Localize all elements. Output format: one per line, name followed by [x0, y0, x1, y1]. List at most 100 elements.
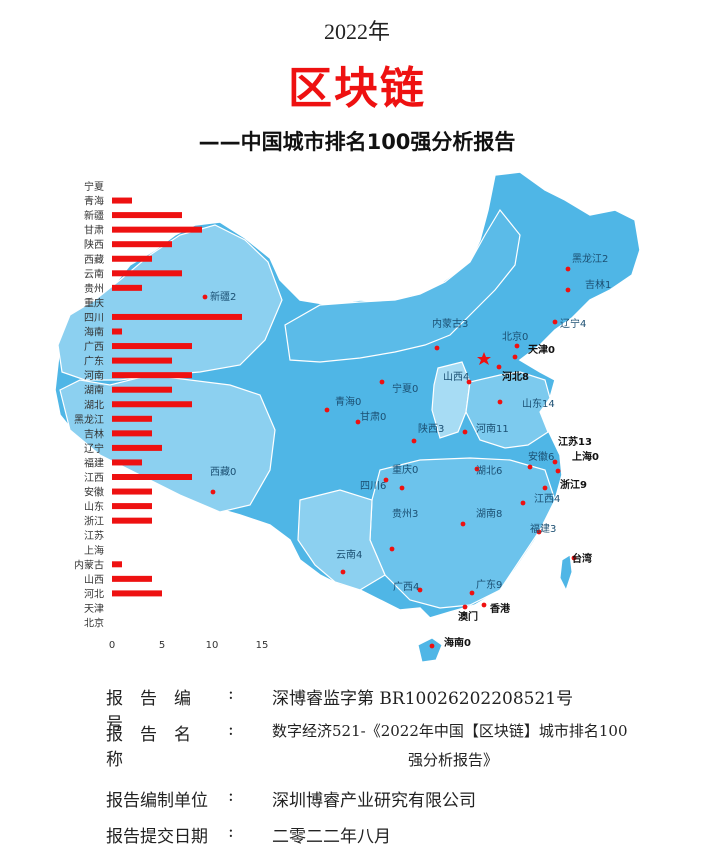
report-subtitle: ——中国城市排名100强分析报告	[198, 130, 516, 154]
chart-category-label: 江苏	[84, 529, 104, 542]
map-city-dot	[462, 604, 468, 610]
map-city-dot	[514, 343, 520, 349]
chart-category-label: 海南	[84, 326, 104, 339]
chart-category-label: 广东	[84, 355, 104, 368]
map-province-label: 河南11	[476, 422, 509, 435]
map-city-dot	[399, 485, 405, 491]
map-province-label: 湖北6	[476, 465, 502, 477]
chart-bar	[112, 430, 152, 437]
map-city-dot	[481, 602, 487, 608]
map-city-dot	[552, 319, 558, 325]
chart-x-tick-label: 5	[159, 640, 165, 651]
chart-category-label: 湖北	[84, 399, 104, 411]
map-province-label: 浙江9	[560, 478, 587, 491]
report-name-value-1: 数字经济521-《2022年中国【区块链】城市排名100	[272, 722, 628, 740]
map-taiwan	[559, 554, 573, 592]
chart-bar	[112, 459, 142, 466]
report-number-label: 报告编号	[106, 689, 208, 734]
map-points	[202, 266, 577, 649]
map-regions	[54, 171, 641, 663]
map-province-label: 辽宁4	[560, 317, 586, 330]
report-year: 2022年	[323, 19, 390, 44]
chart-category-label: 山东	[84, 500, 104, 513]
map-city-dot	[512, 354, 518, 360]
map-province-label: 天津0	[528, 343, 555, 356]
map-province-label: 河北8	[502, 370, 529, 383]
map-city-dot	[202, 294, 208, 300]
chart-category-label: 青海	[84, 195, 104, 208]
colon: :	[228, 684, 234, 704]
chart-x-tick-label: 15	[256, 640, 269, 651]
chart-bar	[112, 517, 152, 524]
chart-category-label: 内蒙古	[74, 558, 104, 571]
chart-bar	[112, 561, 122, 568]
chart-bar	[112, 313, 242, 320]
colon: :	[228, 720, 234, 740]
chart-category-label: 重庆	[84, 296, 104, 309]
colon: :	[228, 822, 234, 842]
chart-category-label: 陕西	[84, 238, 104, 251]
map-province-label: 吉林1	[585, 278, 611, 291]
chart-category-label: 新疆	[84, 209, 104, 222]
chart-bar	[112, 357, 172, 364]
map-city-dot	[536, 529, 542, 535]
chart-category-label: 吉林	[84, 427, 104, 440]
map-city-dot	[496, 364, 502, 370]
chart-category-label: 河北	[84, 588, 104, 600]
chart-bar	[112, 372, 192, 379]
map-city-dot	[411, 438, 417, 444]
map-province-label: 江西4	[534, 493, 560, 505]
province-bar-chart: 宁夏青海新疆甘肃陕西西藏云南贵州重庆四川海南广西广东河南湖南湖北黑龙江吉林辽宁福…	[74, 180, 269, 651]
map-city-dot	[474, 466, 480, 472]
chart-bar	[112, 474, 192, 480]
chart-bar	[112, 575, 152, 582]
map-hainan	[417, 637, 443, 663]
map-province-label: 西藏0	[210, 466, 236, 478]
chart-category-label: 云南	[84, 267, 104, 280]
map-province-label: 台湾	[572, 552, 592, 565]
map-city-dot	[324, 407, 330, 413]
map-inner-mongolia-region	[284, 208, 521, 363]
chart-category-label: 黑龙江	[74, 413, 104, 426]
chart-bar	[112, 212, 182, 219]
chart-bar	[112, 255, 152, 262]
chart-bar	[112, 590, 162, 597]
map-city-dot	[379, 379, 385, 385]
map-city-dot	[210, 489, 216, 495]
report-number-value: 深博睿监字第 BR10026202208521号	[272, 689, 574, 709]
map-province-label: 海南0	[444, 636, 471, 649]
chart-category-label: 福建	[84, 456, 104, 469]
chart-bar	[112, 488, 152, 495]
map-province-label: 香港	[490, 602, 511, 615]
map-city-dot	[552, 459, 558, 465]
chart-category-labels: 宁夏青海新疆甘肃陕西西藏云南贵州重庆四川海南广西广东河南湖南湖北黑龙江吉林辽宁福…	[74, 180, 104, 630]
map-province-label: 山西4	[443, 371, 469, 383]
chart-bar	[112, 401, 192, 408]
map-province-label: 广东9	[476, 578, 502, 591]
chart-bar	[112, 241, 172, 248]
map-province-label: 新疆2	[210, 290, 236, 303]
colon: :	[228, 786, 234, 806]
report-date-value: 二零二二年八月	[272, 827, 391, 847]
map-province-label: 甘肃0	[360, 410, 386, 423]
map-province-label: 北京0	[502, 330, 528, 343]
map-province-label: 黑龙江2	[572, 252, 608, 265]
map-city-dot	[429, 643, 435, 649]
map-city-dot	[565, 287, 571, 293]
map-province-label: 内蒙古3	[432, 317, 468, 330]
map-city-dot	[469, 590, 475, 596]
map-province-label: 安徽6	[528, 450, 554, 463]
chart-bar	[112, 343, 192, 350]
capital-star-icon	[477, 352, 491, 365]
map-province-label: 湖南8	[476, 507, 502, 520]
map-city-dot	[340, 569, 346, 575]
chart-bar	[112, 328, 122, 335]
map-city-dot	[434, 345, 440, 351]
chart-bar	[112, 270, 182, 277]
chart-category-label: 西藏	[84, 254, 104, 266]
map-city-dot	[571, 555, 577, 561]
map-city-dot	[466, 379, 472, 385]
map-city-dot	[383, 477, 389, 483]
